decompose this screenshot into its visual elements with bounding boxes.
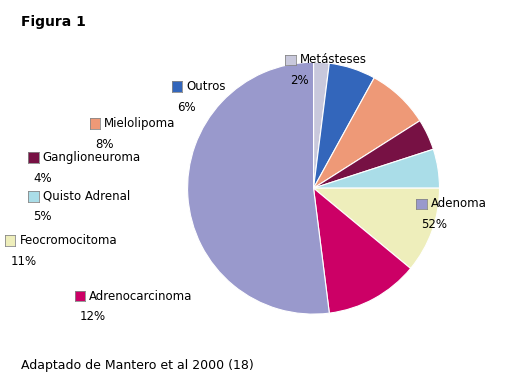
Text: 8%: 8% bbox=[95, 137, 114, 151]
Text: Metásteses: Metásteses bbox=[300, 53, 366, 66]
Wedge shape bbox=[314, 149, 439, 188]
Wedge shape bbox=[314, 188, 439, 268]
Wedge shape bbox=[314, 121, 433, 188]
Text: 11%: 11% bbox=[10, 255, 36, 268]
Text: Quisto Adrenal: Quisto Adrenal bbox=[43, 190, 130, 203]
Text: Outros: Outros bbox=[187, 80, 226, 93]
Text: 4%: 4% bbox=[33, 172, 52, 185]
Text: Ganglioneuroma: Ganglioneuroma bbox=[43, 151, 141, 164]
Wedge shape bbox=[314, 78, 420, 188]
Text: 12%: 12% bbox=[80, 310, 106, 323]
Text: 2%: 2% bbox=[290, 74, 309, 87]
Text: Figura 1: Figura 1 bbox=[21, 15, 85, 29]
Text: 5%: 5% bbox=[33, 210, 52, 223]
Wedge shape bbox=[314, 188, 411, 313]
Text: Adrenocarcinoma: Adrenocarcinoma bbox=[89, 290, 192, 303]
Wedge shape bbox=[314, 62, 329, 188]
Text: Adaptado de Mantero et al 2000 (18): Adaptado de Mantero et al 2000 (18) bbox=[21, 359, 253, 372]
Text: Adenoma: Adenoma bbox=[431, 197, 487, 210]
Text: Feocromocitoma: Feocromocitoma bbox=[20, 234, 117, 247]
Text: Mielolipoma: Mielolipoma bbox=[104, 117, 176, 130]
Wedge shape bbox=[188, 62, 329, 314]
Wedge shape bbox=[314, 63, 374, 188]
Text: 52%: 52% bbox=[421, 218, 448, 231]
Text: 6%: 6% bbox=[177, 101, 196, 114]
